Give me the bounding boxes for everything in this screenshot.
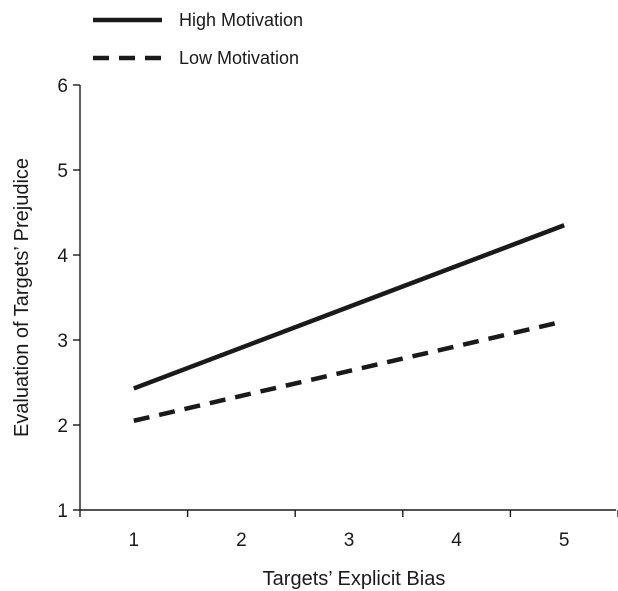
series-line-high-motivation xyxy=(133,223,565,391)
axes: 1 2 3 4 5 6 1 2 3 4 5 xyxy=(57,76,618,551)
legend-label: High Motivation xyxy=(179,10,303,30)
x-tick-label: 4 xyxy=(451,530,462,551)
x-axis-label: Targets’ Explicit Bias xyxy=(263,568,446,590)
x-tick-label: 2 xyxy=(236,530,247,551)
x-tick-label: 3 xyxy=(344,530,355,551)
y-tick-label: 4 xyxy=(57,246,68,267)
series-line-low-motivation xyxy=(133,319,565,423)
y-tick-label: 3 xyxy=(57,331,68,352)
y-tick-label: 5 xyxy=(57,161,68,182)
series-lines xyxy=(133,223,565,423)
y-tick-label: 1 xyxy=(57,501,68,522)
y-tick-label: 2 xyxy=(57,416,68,437)
x-tick-label: 5 xyxy=(559,530,570,551)
legend-label: Low Motivation xyxy=(179,48,299,68)
y-tick-label: 6 xyxy=(57,76,68,97)
y-axis-label: Evaluation of Targets’ Prejudice xyxy=(11,158,33,437)
legend: High Motivation Low Motivation xyxy=(93,10,303,68)
x-tick-label: 1 xyxy=(129,530,140,551)
